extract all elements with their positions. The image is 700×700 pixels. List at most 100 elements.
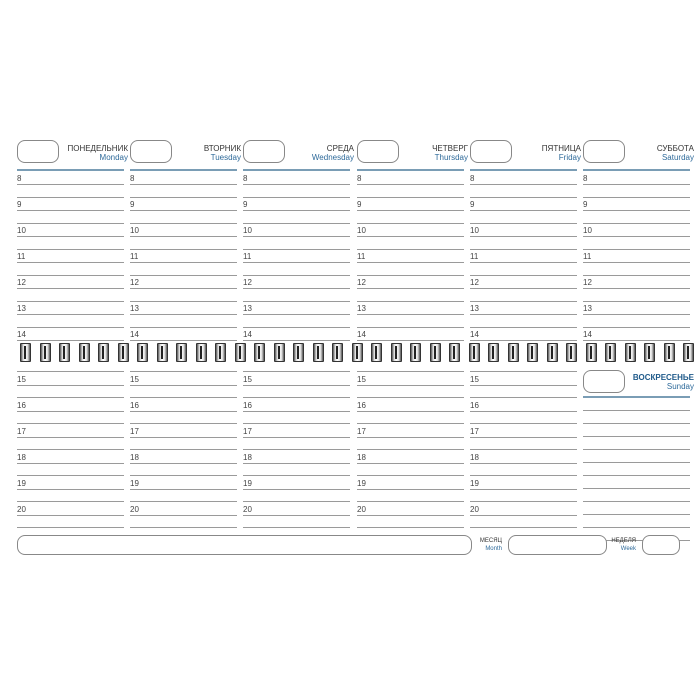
date-box[interactable] [17,140,59,163]
month-field[interactable] [508,535,607,555]
note-line[interactable] [583,436,690,437]
half-hour-line[interactable] [243,475,350,476]
note-line[interactable] [583,540,690,541]
hour-line[interactable] [470,314,577,315]
date-box[interactable] [583,370,625,393]
hour-line[interactable] [243,288,350,289]
note-line[interactable] [583,475,690,476]
hour-line[interactable] [357,515,464,516]
hour-line[interactable] [130,184,237,185]
half-hour-line[interactable] [17,223,124,224]
hour-line[interactable] [470,262,577,263]
hour-line[interactable] [470,489,577,490]
hour-line[interactable] [243,184,350,185]
hour-line[interactable] [470,340,577,341]
half-hour-line[interactable] [17,327,124,328]
hour-line[interactable] [470,288,577,289]
half-hour-line[interactable] [243,371,350,372]
half-hour-line[interactable] [470,527,577,528]
half-hour-line[interactable] [470,223,577,224]
hour-line[interactable] [130,437,237,438]
note-line[interactable] [583,514,690,515]
hour-line[interactable] [583,262,690,263]
hour-line[interactable] [243,437,350,438]
half-hour-line[interactable] [470,197,577,198]
half-hour-line[interactable] [243,397,350,398]
note-line[interactable] [583,501,690,502]
half-hour-line[interactable] [130,475,237,476]
hour-line[interactable] [583,236,690,237]
half-hour-line[interactable] [17,371,124,372]
half-hour-line[interactable] [17,423,124,424]
half-hour-line[interactable] [17,301,124,302]
hour-line[interactable] [470,385,577,386]
hour-line[interactable] [470,515,577,516]
half-hour-line[interactable] [470,501,577,502]
half-hour-line[interactable] [357,327,464,328]
half-hour-line[interactable] [470,371,577,372]
hour-line[interactable] [17,288,124,289]
hour-line[interactable] [130,314,237,315]
half-hour-line[interactable] [130,275,237,276]
half-hour-line[interactable] [243,449,350,450]
hour-line[interactable] [17,262,124,263]
half-hour-line[interactable] [357,197,464,198]
half-hour-line[interactable] [357,527,464,528]
half-hour-line[interactable] [17,475,124,476]
hour-line[interactable] [583,184,690,185]
half-hour-line[interactable] [17,397,124,398]
half-hour-line[interactable] [357,475,464,476]
hour-line[interactable] [130,262,237,263]
note-line[interactable] [583,449,690,450]
half-hour-line[interactable] [130,527,237,528]
half-hour-line[interactable] [130,249,237,250]
half-hour-line[interactable] [470,249,577,250]
hour-line[interactable] [130,288,237,289]
half-hour-line[interactable] [243,301,350,302]
hour-line[interactable] [17,385,124,386]
hour-line[interactable] [583,314,690,315]
hour-line[interactable] [583,288,690,289]
half-hour-line[interactable] [470,423,577,424]
hour-line[interactable] [17,314,124,315]
half-hour-line[interactable] [470,475,577,476]
hour-line[interactable] [243,340,350,341]
half-hour-line[interactable] [357,223,464,224]
hour-line[interactable] [470,463,577,464]
hour-line[interactable] [357,262,464,263]
hour-line[interactable] [357,411,464,412]
half-hour-line[interactable] [583,327,690,328]
half-hour-line[interactable] [17,527,124,528]
hour-line[interactable] [357,288,464,289]
half-hour-line[interactable] [357,249,464,250]
half-hour-line[interactable] [357,501,464,502]
hour-line[interactable] [17,463,124,464]
hour-line[interactable] [243,489,350,490]
hour-line[interactable] [130,385,237,386]
half-hour-line[interactable] [17,275,124,276]
hour-line[interactable] [357,385,464,386]
hour-line[interactable] [243,411,350,412]
hour-line[interactable] [583,340,690,341]
half-hour-line[interactable] [470,397,577,398]
hour-line[interactable] [17,489,124,490]
hour-line[interactable] [130,489,237,490]
half-hour-line[interactable] [17,197,124,198]
hour-line[interactable] [17,437,124,438]
half-hour-line[interactable] [583,301,690,302]
hour-line[interactable] [357,437,464,438]
half-hour-line[interactable] [470,301,577,302]
hour-line[interactable] [130,411,237,412]
note-line[interactable] [583,527,690,528]
half-hour-line[interactable] [130,301,237,302]
date-box[interactable] [583,140,625,163]
hour-line[interactable] [17,515,124,516]
note-line[interactable] [583,410,690,411]
hour-line[interactable] [357,463,464,464]
hour-line[interactable] [243,385,350,386]
hour-line[interactable] [17,340,124,341]
half-hour-line[interactable] [130,371,237,372]
half-hour-line[interactable] [357,449,464,450]
hour-line[interactable] [130,236,237,237]
half-hour-line[interactable] [243,197,350,198]
